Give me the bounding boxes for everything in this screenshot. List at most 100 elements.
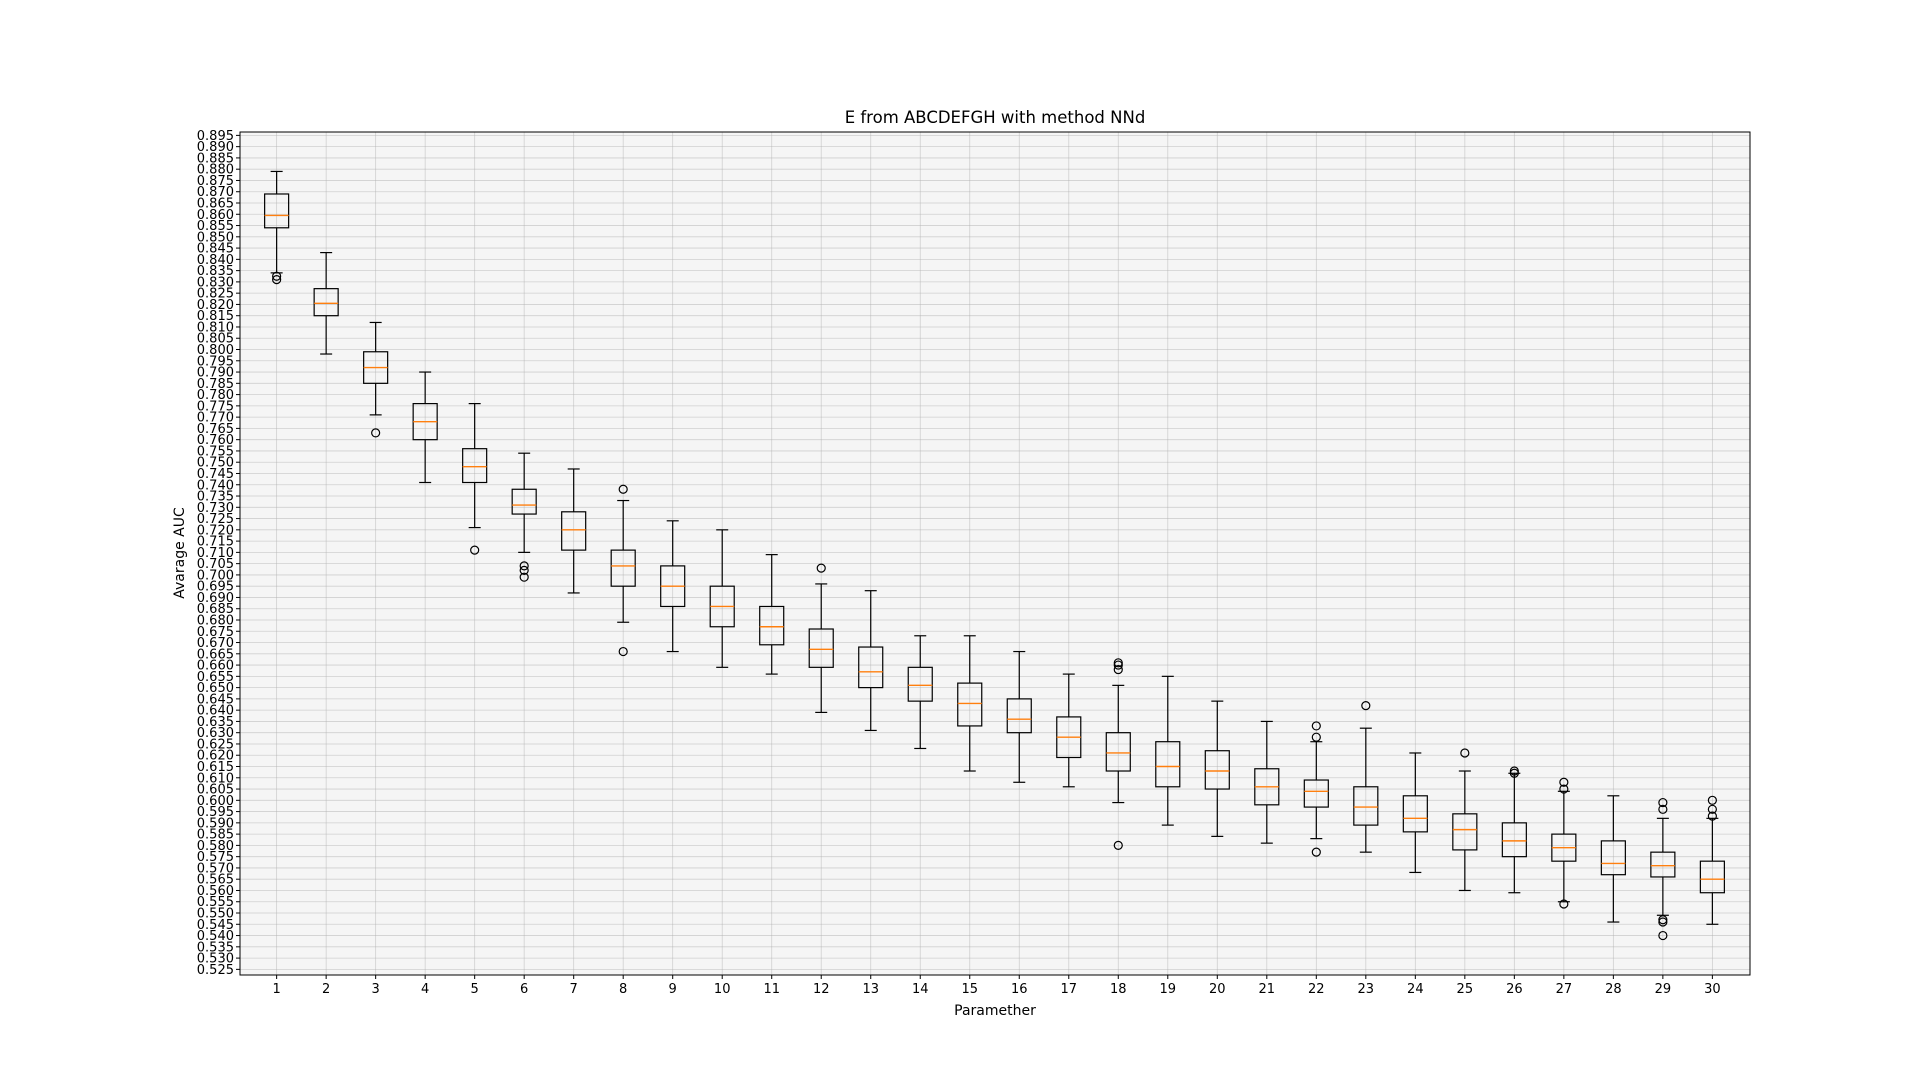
y-tick-label: 0.835: [197, 264, 234, 279]
x-tick-label: 2: [322, 982, 330, 997]
x-tick-label: 11: [763, 982, 780, 997]
y-tick-label: 0.530: [197, 952, 234, 967]
x-tick-label: 14: [912, 982, 929, 997]
x-tick-label: 1: [272, 982, 280, 997]
box-11: [759, 554, 785, 675]
x-tick-label: 30: [1704, 982, 1721, 997]
y-tick-label: 0.630: [197, 726, 234, 741]
boxes-layer: [264, 170, 1725, 941]
y-tick-label: 0.640: [197, 704, 234, 719]
grid-layer: [240, 132, 1750, 975]
x-tick-label: 10: [714, 982, 731, 997]
outlier-point: [618, 646, 628, 657]
iqr-box: [264, 193, 290, 229]
y-tick-label: 0.755: [197, 444, 234, 459]
y-tick-label: 0.565: [197, 873, 234, 888]
y-tick-label: 0.550: [197, 907, 234, 922]
iqr-box: [759, 605, 785, 646]
box-1: [264, 170, 290, 285]
y-tick-label: 0.545: [197, 918, 234, 933]
outlier-point: [272, 271, 282, 281]
y-tick-label: 0.795: [197, 354, 234, 369]
outlier-point: [1113, 660, 1123, 670]
outlier-point: [1559, 777, 1569, 787]
x-tick-label: 20: [1209, 982, 1226, 997]
y-tick-label: 0.810: [197, 320, 234, 335]
x-tick-label: 22: [1308, 982, 1325, 997]
y-tick-label: 0.605: [197, 783, 234, 798]
y-tick-label: 0.765: [197, 422, 234, 437]
y-tick-label: 0.845: [197, 242, 234, 257]
y-tick-label: 0.680: [197, 613, 234, 628]
iqr-box: [610, 549, 636, 587]
y-tick-label: 0.570: [197, 861, 234, 876]
y-tick-label: 0.635: [197, 715, 234, 730]
y-tick-label: 0.785: [197, 377, 234, 392]
iqr-box: [1650, 851, 1676, 878]
iqr-box: [511, 488, 537, 515]
x-tick-label: 26: [1506, 982, 1523, 997]
y-tick-label: 0.660: [197, 659, 234, 674]
x-tick-label: 13: [862, 982, 879, 997]
outlier-point: [470, 545, 480, 555]
y-tick-label: 0.885: [197, 151, 234, 166]
box-24: [1402, 752, 1428, 874]
box-23: [1353, 701, 1379, 853]
box-20: [1204, 700, 1230, 837]
iqr-box: [907, 666, 933, 702]
y-tick-label: 0.710: [197, 546, 234, 561]
box-6: [511, 452, 537, 582]
y-tick-label: 0.645: [197, 692, 234, 707]
iqr-box: [1105, 732, 1131, 772]
y-tick-label: 0.750: [197, 456, 234, 471]
box-9: [660, 520, 686, 653]
outlier-point: [618, 484, 628, 494]
y-tick-label: 0.590: [197, 816, 234, 831]
y-tick-label: 0.690: [197, 591, 234, 606]
box-21: [1254, 720, 1280, 844]
x-tick-label: 3: [372, 982, 380, 997]
iqr-box: [957, 682, 983, 727]
outlier-point: [1559, 784, 1569, 794]
x-axis-title: Paramether: [954, 1003, 1036, 1019]
y-tick-label: 0.695: [197, 580, 234, 595]
y-tick-label: 0.875: [197, 174, 234, 189]
box-8: [610, 484, 636, 657]
y-tick-label: 0.820: [197, 298, 234, 313]
y-tick-label: 0.575: [197, 850, 234, 865]
iqr-box: [1600, 840, 1626, 876]
y-tick-label: 0.825: [197, 287, 234, 302]
y-tick-label: 0.865: [197, 197, 234, 212]
iqr-box: [1402, 795, 1428, 833]
box-16: [1006, 650, 1032, 783]
outlier-point: [1658, 797, 1668, 808]
box-29: [1650, 797, 1676, 941]
box-28: [1600, 795, 1626, 923]
x-tick-label: 23: [1358, 982, 1375, 997]
x-tick-label: 12: [813, 982, 830, 997]
iqr-box: [1155, 741, 1181, 788]
outlier-point: [816, 563, 826, 573]
outlier-point: [1311, 721, 1321, 731]
y-tick-label: 0.675: [197, 625, 234, 640]
outlier-point: [1113, 664, 1123, 675]
box-18: [1105, 658, 1131, 850]
x-tick-label: 9: [669, 982, 677, 997]
x-tick-label: 16: [1011, 982, 1028, 997]
y-tick-label: 0.715: [197, 535, 234, 550]
y-tick-label: 0.665: [197, 647, 234, 662]
x-tick-label: 21: [1259, 982, 1276, 997]
y-tick-label: 0.895: [197, 129, 234, 144]
iqr-box: [561, 511, 587, 551]
box-10: [709, 529, 735, 668]
y-tick-label: 0.790: [197, 366, 234, 381]
box-19: [1155, 675, 1181, 826]
y-tick-label: 0.880: [197, 163, 234, 178]
y-tick-label: 0.805: [197, 332, 234, 347]
x-tick-label: 29: [1655, 982, 1672, 997]
box-13: [858, 590, 884, 732]
y-tick-label: 0.760: [197, 433, 234, 448]
y-tick-label: 0.775: [197, 399, 234, 414]
box-2: [313, 251, 339, 355]
